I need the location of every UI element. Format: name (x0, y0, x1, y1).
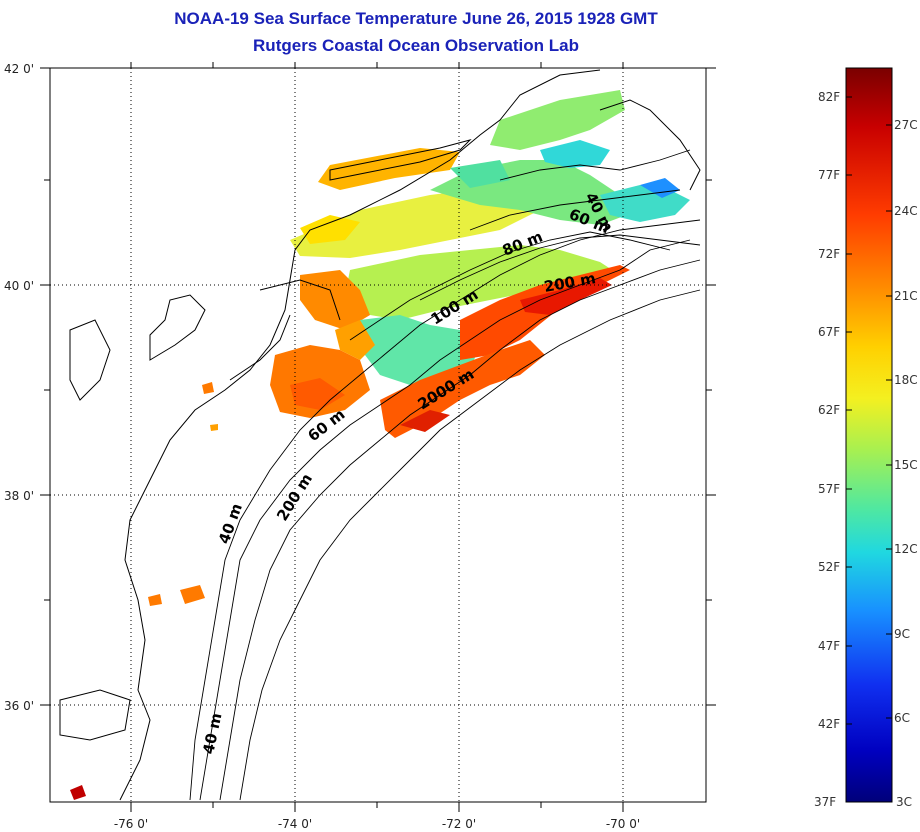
sst-patch (380, 340, 545, 438)
lon-tick-label: -70 0' (606, 817, 640, 831)
colorbar-f-label: 62F (818, 403, 840, 417)
sst-patch (202, 382, 214, 394)
lat-tick-label: 42 0' (4, 62, 34, 76)
contour-line (239, 289, 701, 801)
sst-patch (290, 378, 345, 410)
map-title: NOAA-19 Sea Surface Temperature June 26,… (174, 9, 658, 28)
colorbar-f-label: 72F (818, 247, 840, 261)
sst-patch (345, 245, 620, 320)
colorbar-f-label: 37F (814, 795, 836, 809)
sst-patch (180, 585, 205, 604)
sst-patch (540, 140, 610, 168)
map-subtitle: Rutgers Coastal Ocean Observation Lab (253, 36, 579, 55)
sst-patch (360, 315, 480, 385)
sst-patch (290, 190, 540, 258)
contour-line (219, 259, 701, 801)
coastline (119, 69, 601, 801)
colorbar-f-label: 77F (818, 168, 840, 182)
sst-patch (450, 160, 510, 188)
lon-tick-label: -76 0' (114, 817, 148, 831)
lat-tick-label: 40 0' (4, 279, 34, 293)
contour-line (499, 149, 691, 181)
coastline (259, 279, 341, 321)
coastline (599, 99, 701, 191)
gridlines (50, 68, 706, 802)
contour-line (419, 234, 701, 301)
colorbar-f-label: 67F (818, 325, 840, 339)
colorbar-ticks (846, 96, 892, 725)
contour-line (199, 239, 691, 801)
sst-patch (400, 410, 450, 432)
sst-patch (148, 594, 162, 606)
lon-tick-label: -72 0' (442, 817, 476, 831)
colorbar-f-label: 57F (818, 482, 840, 496)
sst-patch (318, 148, 460, 190)
colorbar-f-label: 47F (818, 639, 840, 653)
axis-ticks (40, 62, 716, 812)
lon-tick-label: -74 0' (278, 817, 312, 831)
sst-patch (70, 785, 86, 800)
sst-patch (520, 278, 612, 315)
colorbar (845, 67, 893, 803)
coastline (329, 139, 472, 181)
colorbar-f-label: 42F (818, 717, 840, 731)
contour-line (469, 189, 681, 231)
coastline (59, 689, 131, 741)
colorbar-c-label: 18C (894, 373, 918, 387)
colorbar-c-label: 24C (894, 204, 918, 218)
coastline-layer (59, 69, 701, 801)
colorbar-c-label: 9C (894, 627, 910, 641)
colorbar-c-label: 21C (894, 289, 918, 303)
coastline (69, 319, 111, 401)
colorbar-c-label: 6C (894, 711, 910, 725)
contour-line (189, 219, 701, 801)
sst-data-layer (70, 90, 690, 800)
sst-patch (490, 90, 625, 150)
bathymetry-contours (189, 149, 701, 801)
sst-patch (300, 270, 370, 330)
lat-tick-label: 36 0' (4, 699, 34, 713)
coastline (229, 314, 291, 381)
colorbar-c-label: 12C (894, 542, 918, 556)
colorbar-f-label: 82F (818, 90, 840, 104)
sst-patch (210, 424, 218, 431)
coastline (149, 294, 206, 361)
sst-patch (640, 178, 680, 198)
colorbar-c-label: 27C (894, 118, 918, 132)
lat-tick-label: 38 0' (4, 489, 34, 503)
colorbar-c-label: 15C (894, 458, 918, 472)
sst-patch (300, 215, 360, 244)
colorbar-f-label: 52F (818, 560, 840, 574)
colorbar-c-label: 3C (896, 795, 912, 809)
